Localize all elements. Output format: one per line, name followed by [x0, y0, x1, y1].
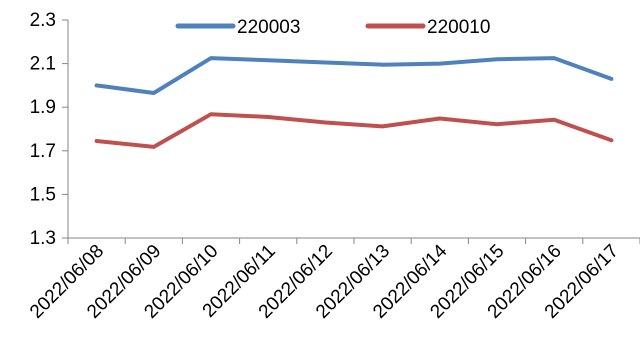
legend-item: 220010 [365, 17, 490, 38]
series-line-220003 [94, 56, 614, 95]
y-tick-label: 2.1 [30, 54, 56, 75]
y-tick-label: 2.3 [30, 10, 56, 31]
y-tick-label: 1.5 [30, 184, 56, 205]
y-tick-label: 1.3 [30, 228, 56, 249]
series-layer [94, 56, 614, 149]
legend-item: 220003 [175, 17, 300, 38]
legend-label: 220010 [427, 17, 490, 38]
legend-label: 220003 [237, 17, 300, 38]
y-tick-label: 1.7 [30, 141, 56, 162]
y-tick-label: 1.9 [30, 97, 56, 118]
legend: 220003 220010 [175, 17, 490, 38]
series-line-220010 [94, 112, 614, 149]
